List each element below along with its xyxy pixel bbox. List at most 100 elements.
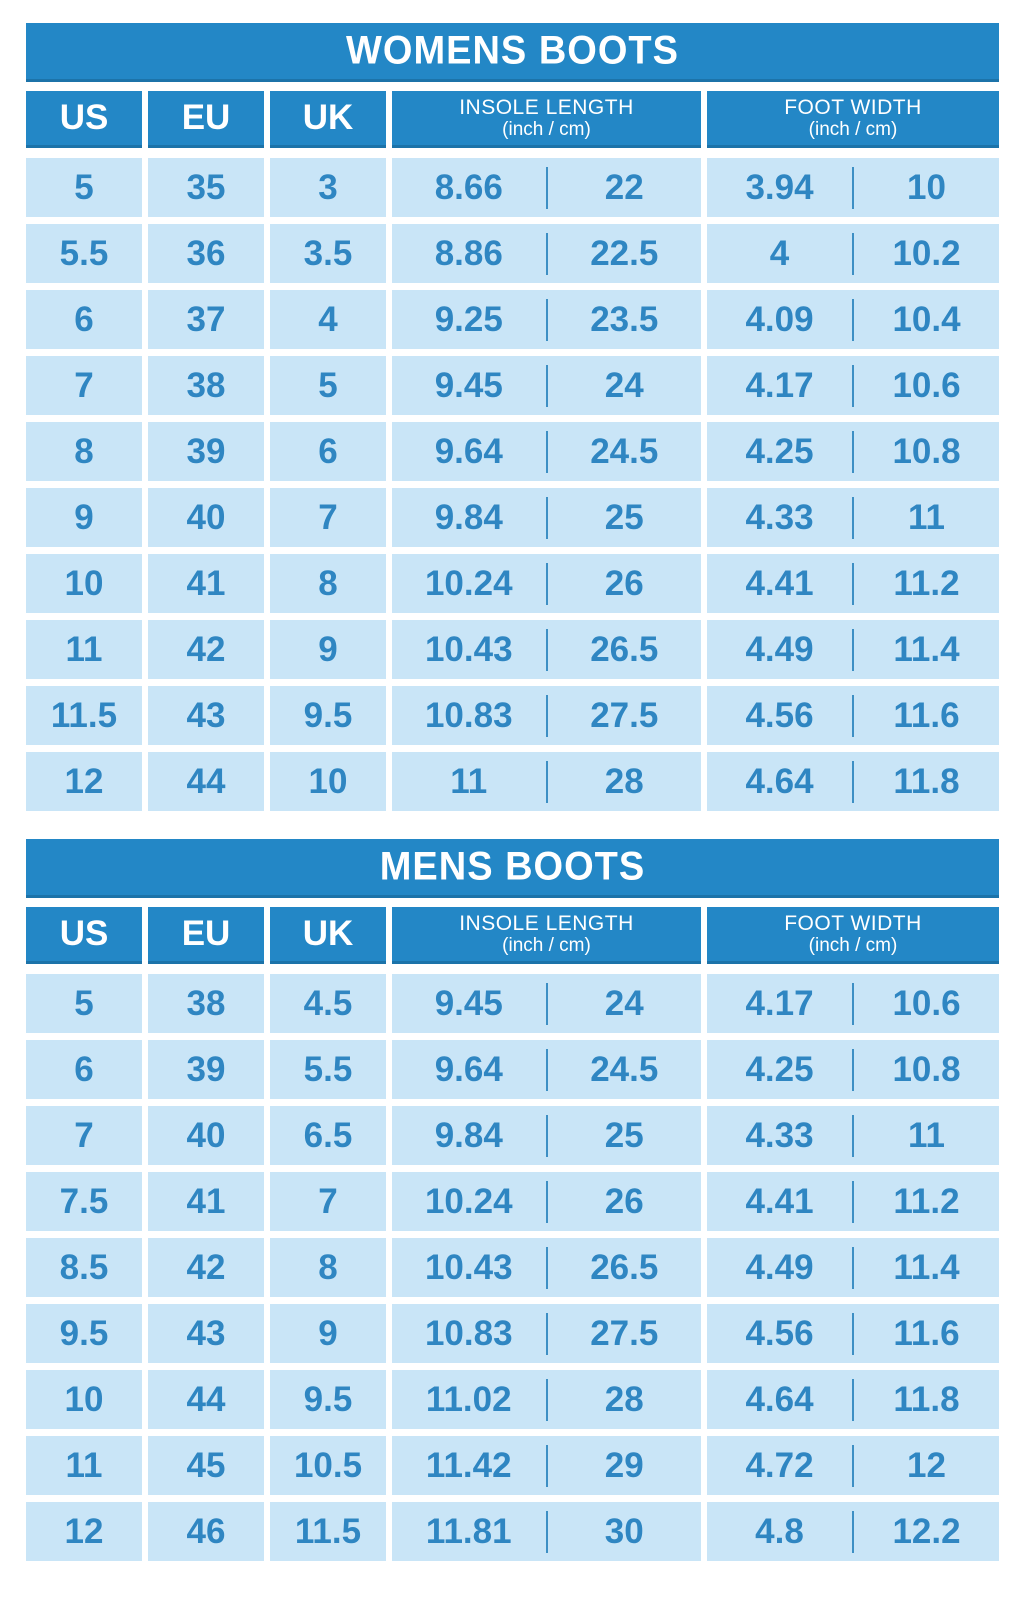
foot-cm-value: 10.8 (892, 1049, 961, 1089)
foot-inch-value: 4.64 (745, 761, 814, 801)
cell-divider (852, 496, 854, 539)
cell-uk: 9 (270, 620, 386, 679)
cell-eu: 42 (148, 620, 264, 679)
cell-uk: 6.5 (270, 1106, 386, 1165)
foot-inch-value: 4.49 (745, 1247, 814, 1287)
foot-cm-value: 11.4 (893, 629, 960, 669)
insole-cm-value: 26.5 (590, 629, 659, 669)
cell-eu: 42 (148, 1238, 264, 1297)
cell-uk: 5.5 (270, 1040, 386, 1099)
insole-inch-value: 9.45 (434, 983, 503, 1023)
cell-insole-length: 8.66 22 (392, 158, 701, 217)
header-cell-eu: EU (148, 907, 264, 964)
cell-eu: 36 (148, 224, 264, 283)
table-row: 7.5 41 7 10.24 26 4.41 11.2 (26, 1172, 999, 1231)
cell-us: 9.5 (26, 1304, 142, 1363)
insole-length-label: INSOLE LENGTH (459, 911, 634, 935)
foot-width-units-label: (inch / cm) (808, 935, 898, 957)
table-row: 12 46 11.5 11.81 30 4.8 12.2 (26, 1502, 999, 1561)
insole-length-label: INSOLE LENGTH (459, 95, 634, 119)
cell-foot-width: 4.41 11.2 (707, 554, 999, 613)
foot-inch-value: 4 (769, 233, 790, 273)
cell-foot-width: 4.33 11 (707, 1106, 999, 1165)
insole-inch-value: 10.43 (424, 1247, 513, 1287)
table-row: 6 39 5.5 9.64 24.5 4.25 10.8 (26, 1040, 999, 1099)
cell-eu: 43 (148, 686, 264, 745)
cell-divider (852, 166, 854, 209)
cell-us: 10 (26, 1370, 142, 1429)
insole-cm-value: 24 (604, 983, 644, 1023)
cell-uk: 6 (270, 422, 386, 481)
cell-divider (852, 1444, 854, 1487)
cell-foot-width: 4.17 10.6 (707, 356, 999, 415)
insole-inch-value: 8.86 (434, 233, 503, 273)
header-cell-insole-length: INSOLE LENGTH (inch / cm) (392, 91, 701, 148)
cell-us: 12 (26, 752, 142, 811)
insole-cm-value: 25 (604, 497, 644, 537)
table-row: 5 38 4.5 9.45 24 4.17 10.6 (26, 974, 999, 1033)
cell-foot-width: 4.25 10.8 (707, 1040, 999, 1099)
insole-inch-value: 9.84 (434, 1115, 503, 1155)
insole-inch-value: 9.64 (434, 1049, 503, 1089)
foot-cm-value: 11.2 (893, 1181, 960, 1221)
insole-cm-value: 28 (604, 1379, 644, 1419)
cell-us: 6 (26, 1040, 142, 1099)
cell-eu: 39 (148, 1040, 264, 1099)
table-row: 8 39 6 9.64 24.5 4.25 10.8 (26, 422, 999, 481)
cell-insole-length: 10.24 26 (392, 554, 701, 613)
cell-foot-width: 4.33 11 (707, 488, 999, 547)
foot-inch-value: 4.72 (745, 1445, 814, 1485)
foot-cm-value: 11.6 (893, 1313, 960, 1353)
insole-inch-value: 11.02 (425, 1379, 512, 1419)
cell-divider (545, 1180, 548, 1223)
header-cell-uk: UK (270, 907, 386, 964)
header-cell-foot-width: FOOT WIDTH (inch / cm) (707, 91, 999, 148)
cell-uk: 10 (270, 752, 386, 811)
foot-width-units-label: (inch / cm) (808, 119, 898, 141)
header-cell-us: US (26, 91, 142, 148)
foot-cm-value: 12.2 (892, 1511, 961, 1551)
cell-foot-width: 4.56 11.6 (707, 686, 999, 745)
cell-uk: 7 (270, 488, 386, 547)
insole-cm-value: 23.5 (590, 299, 659, 339)
cell-insole-length: 9.45 24 (392, 974, 701, 1033)
cell-eu: 43 (148, 1304, 264, 1363)
cell-divider (852, 1246, 854, 1289)
womens-table-title: WOMENS BOOTS (346, 28, 679, 73)
cell-eu: 39 (148, 422, 264, 481)
cell-foot-width: 4.25 10.8 (707, 422, 999, 481)
insole-cm-value: 25 (604, 1115, 644, 1155)
cell-us: 11.5 (26, 686, 142, 745)
cell-foot-width: 4.41 11.2 (707, 1172, 999, 1231)
insole-inch-value: 10.43 (424, 629, 513, 669)
table-row: 5 35 3 8.66 22 3.94 10 (26, 158, 999, 217)
foot-inch-value: 3.94 (745, 167, 814, 207)
cell-divider (852, 1378, 854, 1421)
header-cell-foot-width: FOOT WIDTH (inch / cm) (707, 907, 999, 964)
table-row: 7 38 5 9.45 24 4.17 10.6 (26, 356, 999, 415)
cell-insole-length: 11.42 29 (392, 1436, 701, 1495)
table-row: 8.5 42 8 10.43 26.5 4.49 11.4 (26, 1238, 999, 1297)
foot-cm-value: 10.4 (892, 299, 961, 339)
cell-foot-width: 3.94 10 (707, 158, 999, 217)
insole-cm-value: 28 (604, 761, 644, 801)
cell-uk: 8 (270, 554, 386, 613)
cell-foot-width: 4.17 10.6 (707, 974, 999, 1033)
insole-cm-value: 27.5 (590, 695, 659, 735)
insole-inch-value: 8.66 (434, 167, 503, 207)
insole-cm-value: 26 (604, 563, 644, 603)
foot-inch-value: 4.09 (745, 299, 814, 339)
cell-foot-width: 4.49 11.4 (707, 620, 999, 679)
cell-divider (545, 760, 548, 803)
insole-length-units-label: (inch / cm) (502, 935, 591, 957)
cell-divider (852, 298, 854, 341)
insole-inch-value: 9.25 (434, 299, 503, 339)
cell-insole-length: 10.43 26.5 (392, 620, 701, 679)
cell-divider (852, 1048, 854, 1091)
cell-insole-length: 9.84 25 (392, 1106, 701, 1165)
cell-us: 8.5 (26, 1238, 142, 1297)
cell-insole-length: 11.81 30 (392, 1502, 701, 1561)
womens-table-title-bar: WOMENS BOOTS (26, 23, 999, 82)
cell-foot-width: 4.09 10.4 (707, 290, 999, 349)
table-row: 12 44 10 11 28 4.64 11.8 (26, 752, 999, 811)
